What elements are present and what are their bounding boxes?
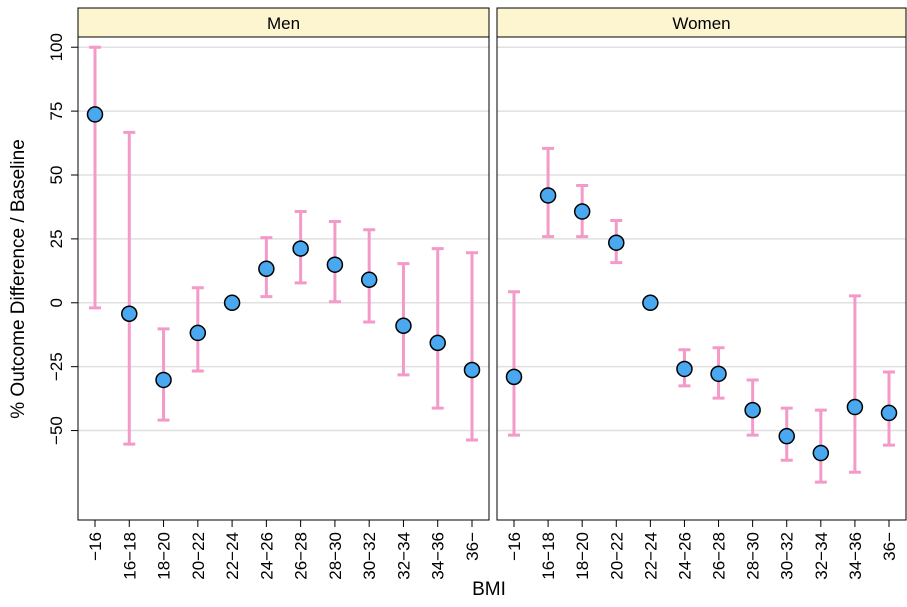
x-tick-label: 30−32	[360, 532, 379, 580]
x-tick-label: 26−28	[710, 532, 729, 580]
y-tick-label: −50	[47, 416, 66, 445]
point	[258, 260, 275, 278]
point	[573, 203, 591, 220]
error-bar	[466, 251, 478, 442]
point	[395, 317, 412, 335]
x-tick-label: 20−22	[607, 532, 626, 580]
y-axis-label: % Outcome Difference / Baseline	[8, 139, 29, 419]
error-bar	[508, 290, 520, 437]
x-tick-label: 32−34	[394, 532, 413, 580]
point	[744, 401, 761, 419]
point	[812, 444, 830, 462]
x-tick-label: 28−30	[326, 532, 345, 580]
point	[360, 271, 378, 289]
strip	[77, 7, 490, 38]
point	[710, 365, 727, 383]
x-tick-label: 36−	[463, 532, 482, 561]
x-tick-label: 18−20	[573, 532, 592, 580]
point	[608, 234, 625, 251]
point	[880, 404, 898, 422]
strip	[496, 7, 907, 38]
point	[326, 256, 344, 273]
point	[778, 427, 795, 445]
x-tick-label: −16	[86, 532, 105, 561]
x-tick-label: 30−32	[778, 532, 797, 580]
x-tick-label: 32−34	[812, 532, 831, 580]
point	[642, 294, 659, 312]
x-tick-label: −16	[505, 532, 524, 561]
error-bar	[123, 130, 136, 446]
error-bar	[848, 294, 861, 474]
x-tick-label: 24−26	[675, 532, 694, 580]
point	[846, 398, 864, 416]
error-bar	[89, 45, 101, 310]
x-axis-label: BMI	[472, 579, 506, 600]
panel-title: Women	[672, 14, 730, 33]
x-tick-label: 24−26	[257, 532, 276, 580]
point	[539, 187, 557, 204]
x-tick-label: 16−18	[120, 532, 139, 580]
x-tick-label: 36−	[880, 532, 899, 561]
x-tick-label: 20−22	[189, 532, 208, 580]
point	[223, 294, 241, 312]
x-tick-label: 18−20	[155, 532, 174, 580]
y-tick-label: 0	[47, 298, 66, 307]
x-tick-label: 22−24	[223, 532, 242, 580]
point	[505, 368, 523, 386]
point	[121, 305, 138, 323]
point	[463, 361, 481, 379]
x-tick-label: 34−36	[429, 532, 448, 580]
y-tick-label: 50	[47, 166, 66, 185]
panel-title: Men	[267, 14, 300, 33]
point	[429, 334, 446, 352]
y-tick-label: 25	[47, 229, 66, 248]
panel-frame	[496, 36, 907, 521]
y-tick-label: 100	[47, 33, 66, 61]
point	[155, 371, 172, 389]
x-tick-label: 16−18	[539, 532, 558, 580]
point	[86, 106, 104, 123]
panel-frame	[77, 36, 490, 521]
x-tick-label: 28−30	[744, 532, 763, 580]
x-tick-label: 34−36	[846, 532, 865, 580]
y-tick-label: −25	[47, 352, 66, 381]
point	[189, 324, 207, 342]
error-bar	[431, 247, 444, 410]
point	[292, 240, 309, 257]
x-tick-label: 26−28	[292, 532, 311, 580]
x-tick-label: 22−24	[641, 532, 660, 580]
point	[676, 360, 693, 378]
y-tick-label: 75	[47, 102, 66, 121]
